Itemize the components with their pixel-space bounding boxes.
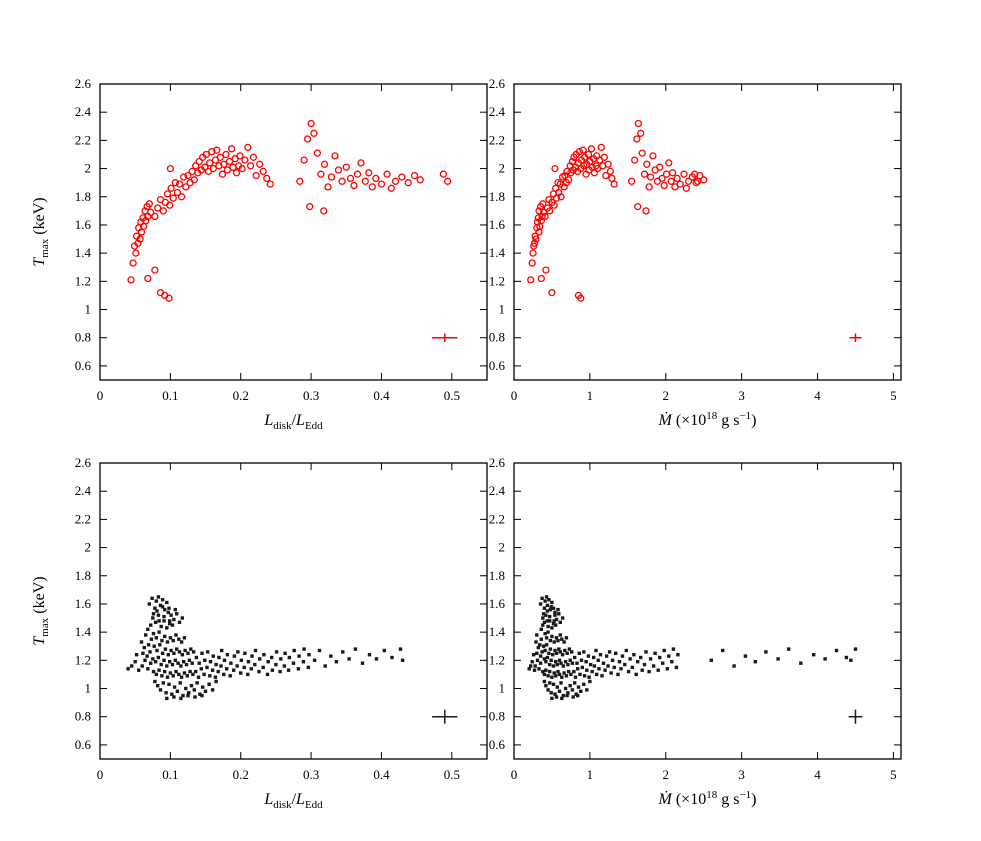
svg-text:1.6: 1.6 bbox=[489, 217, 506, 232]
svg-text:3: 3 bbox=[738, 767, 745, 782]
svg-text:2.6: 2.6 bbox=[75, 76, 92, 91]
svg-text:0.4: 0.4 bbox=[373, 767, 390, 782]
svg-text:1.4: 1.4 bbox=[489, 624, 506, 639]
svg-text:1.2: 1.2 bbox=[75, 652, 91, 667]
svg-text:1.2: 1.2 bbox=[489, 652, 505, 667]
x-axis-label: Ṁ (×1018 g s−1) bbox=[658, 789, 757, 808]
svg-text:2.6: 2.6 bbox=[75, 455, 92, 470]
svg-text:2.6: 2.6 bbox=[489, 76, 506, 91]
svg-text:3: 3 bbox=[738, 388, 745, 403]
svg-text:1.8: 1.8 bbox=[75, 568, 91, 583]
axes-frame bbox=[513, 462, 902, 760]
svg-text:4: 4 bbox=[814, 388, 821, 403]
svg-text:0: 0 bbox=[511, 767, 518, 782]
svg-text:2.4: 2.4 bbox=[75, 104, 92, 119]
axes-frame bbox=[99, 83, 488, 381]
svg-text:5: 5 bbox=[890, 388, 897, 403]
data-points bbox=[126, 595, 405, 701]
x-axis-label: Ṁ (×1018 g s−1) bbox=[658, 410, 757, 429]
svg-text:1.2: 1.2 bbox=[75, 273, 91, 288]
axes-frame bbox=[99, 462, 488, 760]
svg-text:1.8: 1.8 bbox=[489, 568, 505, 583]
svg-text:1.2: 1.2 bbox=[489, 273, 505, 288]
svg-text:1.8: 1.8 bbox=[75, 189, 91, 204]
svg-text:2: 2 bbox=[499, 161, 506, 176]
svg-text:2: 2 bbox=[85, 161, 92, 176]
svg-text:1.6: 1.6 bbox=[75, 217, 92, 232]
panel-bottom-left: 0 0.1 0.2 0.3 0.4 0.5 0.6 0.8 1 1.2 1.4 1.6 1.8 2 2.2 2… bbox=[31, 455, 488, 811]
svg-text:1.6: 1.6 bbox=[489, 596, 506, 611]
svg-text:0.6: 0.6 bbox=[489, 358, 506, 373]
y-axis-label: Tmax (keV) bbox=[31, 197, 51, 266]
panel-bottom-right: 0 1 2 3 4 5 0.6 0.8 1 1.2 1.4 1.6 1.8 2 2.2 2.4 2.6 Ṁ (×1… bbox=[489, 455, 902, 808]
data-points bbox=[127, 119, 452, 302]
svg-text:1: 1 bbox=[499, 681, 506, 696]
svg-text:0.3: 0.3 bbox=[303, 767, 319, 782]
svg-text:2: 2 bbox=[85, 540, 92, 555]
svg-text:0: 0 bbox=[97, 767, 104, 782]
svg-text:2.4: 2.4 bbox=[75, 483, 92, 498]
svg-text:0.1: 0.1 bbox=[162, 388, 178, 403]
data-points bbox=[527, 595, 858, 701]
svg-text:2.4: 2.4 bbox=[489, 483, 506, 498]
svg-text:0.8: 0.8 bbox=[489, 709, 505, 724]
panel-top-right: 0 1 2 3 4 5 0.6 0.8 1 1.2 1.4 1.6 1.8 2 2.2 2.4 2.6 Ṁ (×1… bbox=[489, 76, 902, 429]
svg-text:2.2: 2.2 bbox=[489, 511, 505, 526]
tick-labels: 0 1 2 3 4 5 0.6 0.8 1 1.2 1.4 1.6 1.8 2 2.2 2.4 2.6 bbox=[489, 455, 897, 782]
y-axis-label: Tmax (keV) bbox=[31, 576, 51, 645]
svg-text:1.4: 1.4 bbox=[489, 245, 506, 260]
svg-text:0.5: 0.5 bbox=[444, 388, 460, 403]
svg-text:1.6: 1.6 bbox=[75, 596, 92, 611]
error-bar bbox=[432, 333, 458, 342]
error-bar bbox=[432, 709, 458, 724]
panel-top-left: 0 0.1 0.2 0.3 0.4 0.5 0.6 0.8 1 1.2 1.4 1.6 1.8 2 2.2 2… bbox=[31, 76, 488, 432]
svg-text:2: 2 bbox=[499, 540, 506, 555]
tick-labels: 0 1 2 3 4 5 0.6 0.8 1 1.2 1.4 1.6 1.8 2 2.2 2.4 2.6 bbox=[489, 76, 897, 403]
svg-text:2.2: 2.2 bbox=[75, 132, 91, 147]
error-bar bbox=[848, 709, 863, 724]
svg-text:0.5: 0.5 bbox=[444, 767, 460, 782]
error-bar bbox=[849, 333, 862, 342]
data-points bbox=[527, 119, 708, 302]
svg-text:4: 4 bbox=[814, 767, 821, 782]
svg-text:2.2: 2.2 bbox=[489, 132, 505, 147]
svg-text:1.4: 1.4 bbox=[75, 624, 92, 639]
svg-text:0.6: 0.6 bbox=[489, 737, 506, 752]
svg-text:2: 2 bbox=[663, 767, 670, 782]
svg-text:0: 0 bbox=[97, 388, 104, 403]
svg-text:0.6: 0.6 bbox=[75, 358, 92, 373]
svg-text:0.3: 0.3 bbox=[303, 388, 319, 403]
svg-text:0.2: 0.2 bbox=[233, 767, 249, 782]
x-axis-label: Ldisk/LEdd bbox=[263, 412, 323, 432]
svg-text:0.6: 0.6 bbox=[75, 737, 92, 752]
tick-labels: 0 0.1 0.2 0.3 0.4 0.5 0.6 0.8 1 1.2 1.4 1.6 1.8 2 2.2 2… bbox=[75, 76, 460, 403]
svg-text:1: 1 bbox=[587, 767, 594, 782]
svg-text:1.4: 1.4 bbox=[75, 245, 92, 260]
svg-text:1: 1 bbox=[85, 681, 92, 696]
svg-text:0.4: 0.4 bbox=[373, 388, 390, 403]
svg-text:1: 1 bbox=[85, 302, 92, 317]
svg-text:0: 0 bbox=[511, 388, 518, 403]
svg-text:2.6: 2.6 bbox=[489, 455, 506, 470]
svg-text:2.2: 2.2 bbox=[75, 511, 91, 526]
svg-text:1: 1 bbox=[587, 388, 594, 403]
x-axis-label: Ldisk/LEdd bbox=[263, 791, 323, 811]
svg-text:0.8: 0.8 bbox=[489, 330, 505, 345]
svg-text:1: 1 bbox=[499, 302, 506, 317]
svg-text:0.2: 0.2 bbox=[233, 388, 249, 403]
svg-text:0.8: 0.8 bbox=[75, 330, 91, 345]
svg-text:2.4: 2.4 bbox=[489, 104, 506, 119]
tick-labels: 0 0.1 0.2 0.3 0.4 0.5 0.6 0.8 1 1.2 1.4 1.6 1.8 2 2.2 2… bbox=[75, 455, 460, 782]
svg-text:5: 5 bbox=[890, 767, 897, 782]
svg-text:1.8: 1.8 bbox=[489, 189, 505, 204]
axes-frame bbox=[513, 83, 902, 381]
svg-text:0.1: 0.1 bbox=[162, 767, 178, 782]
svg-text:0.8: 0.8 bbox=[75, 709, 91, 724]
svg-text:2: 2 bbox=[663, 388, 670, 403]
